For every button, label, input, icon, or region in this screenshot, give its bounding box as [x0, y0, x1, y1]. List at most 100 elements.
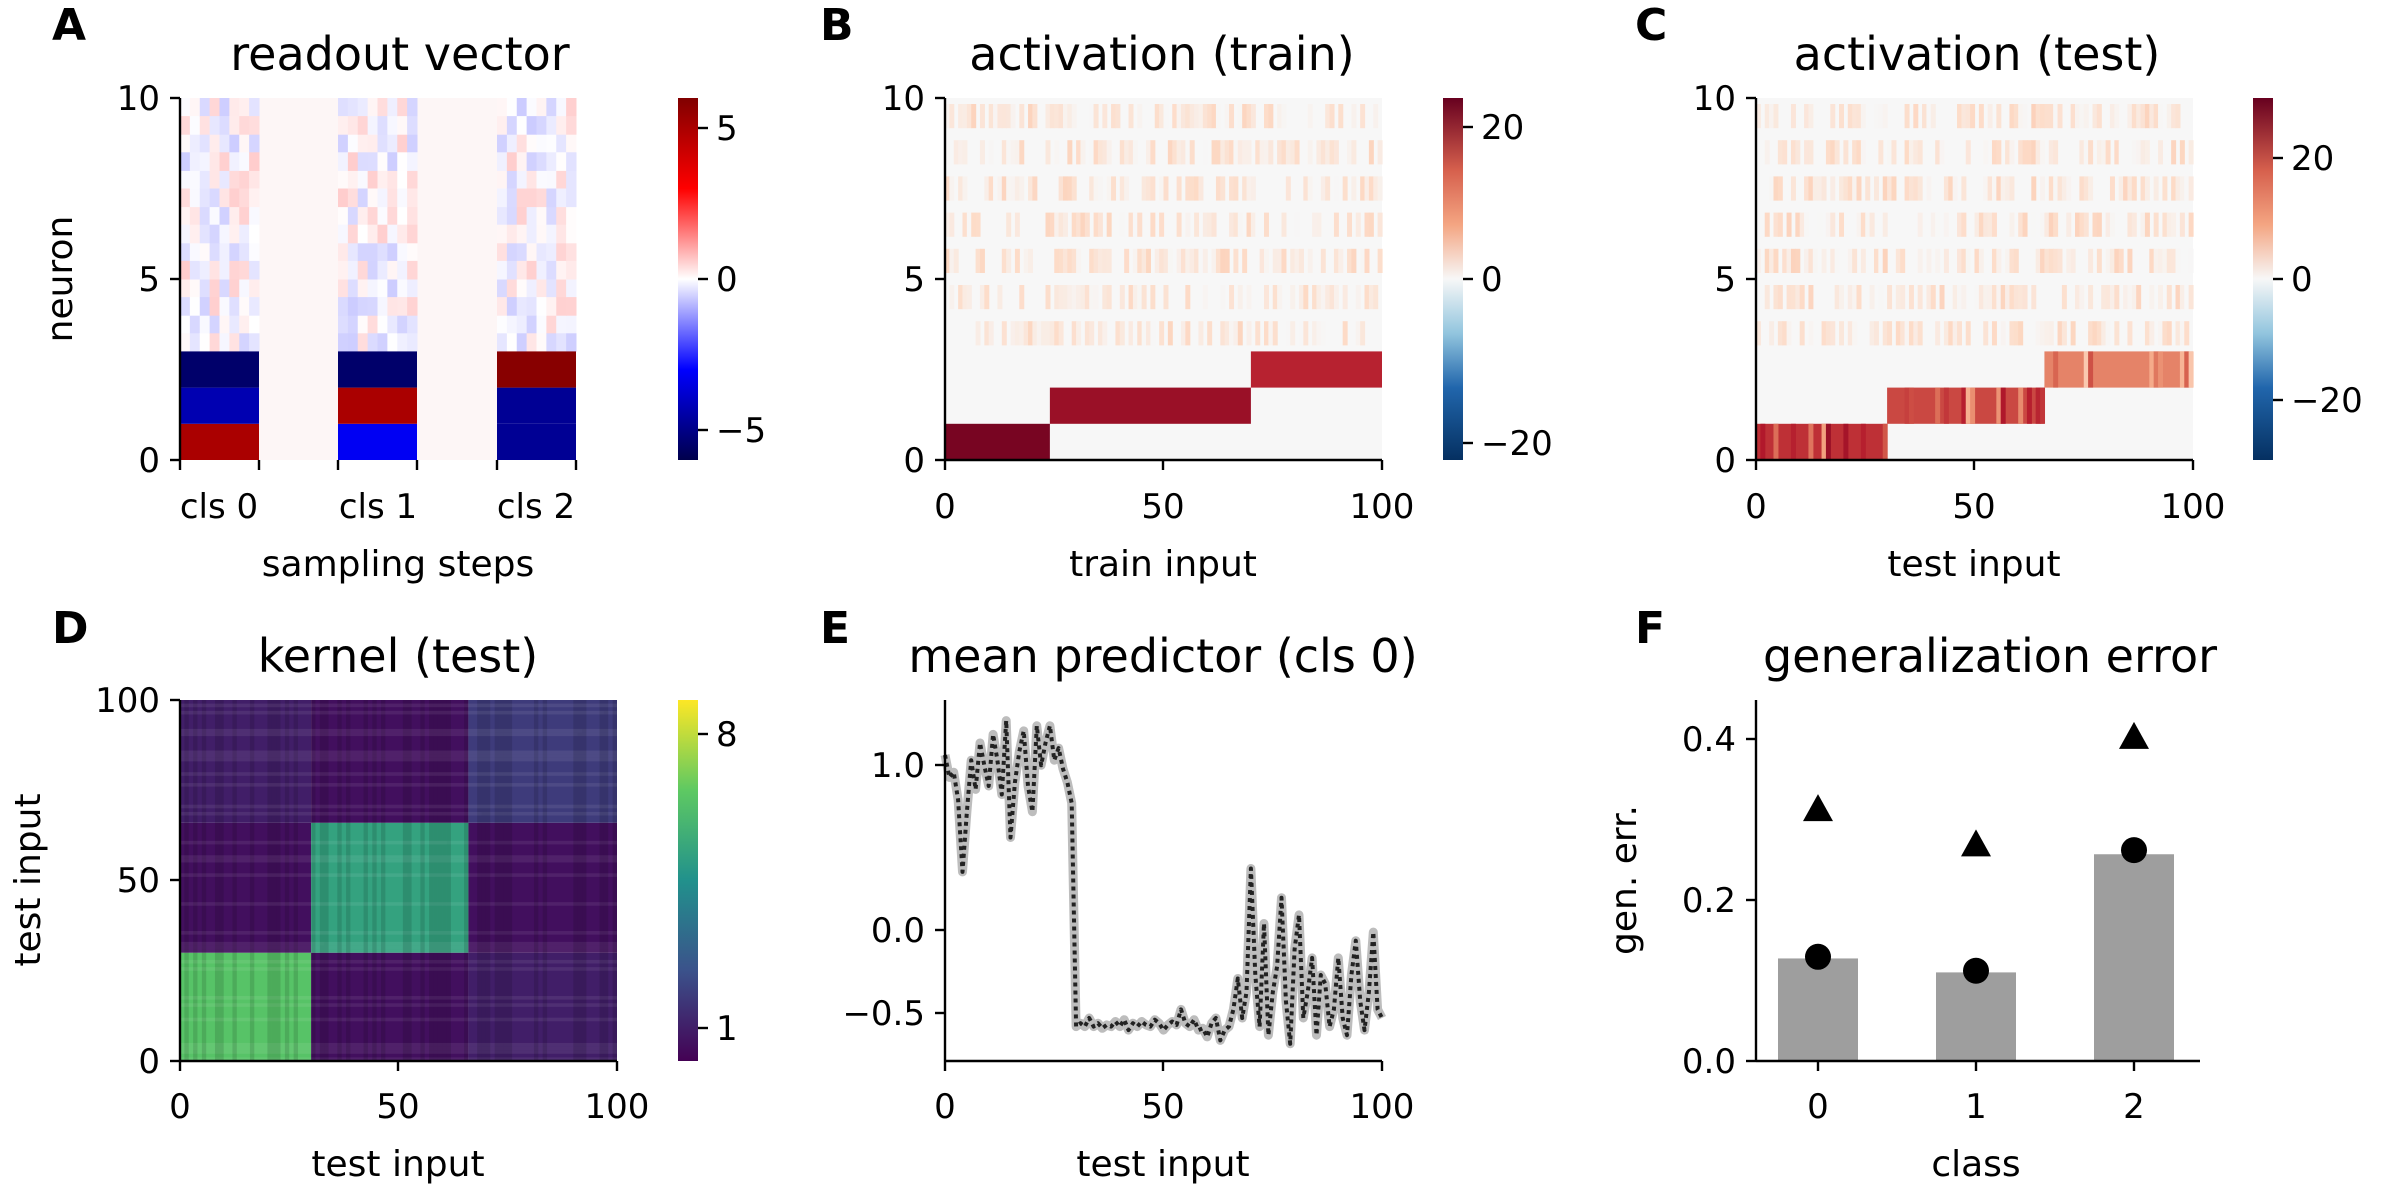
- panel-b-noise-cell: [1124, 248, 1130, 273]
- panel-d-stripe: [180, 750, 617, 755]
- panel-b-noise-cell: [1189, 176, 1195, 201]
- panel-b-noise-cell: [1172, 140, 1178, 165]
- panel-a-cells: [180, 351, 576, 460]
- panel-c-noise-cell: [1978, 104, 1984, 129]
- panel-a-yticklabel-10: 10: [117, 79, 160, 119]
- panel-a-noise-cell: [497, 98, 508, 117]
- panel-c-noise-cell: [1847, 176, 1853, 201]
- panel-c-noise-cell: [1882, 104, 1888, 129]
- panel-d-stripe: [180, 1017, 617, 1022]
- panel-c-noise-cell: [2075, 212, 2080, 237]
- panel-b-noise-cell: [979, 140, 985, 165]
- panel-e-xticklabel-50: 50: [1141, 1087, 1184, 1127]
- panel-a-noise-cell: [566, 134, 577, 153]
- panel-c-noise-cell: [1795, 248, 1801, 273]
- panel-a-noise-cell: [347, 152, 359, 171]
- panel-b-noise-cell: [988, 140, 994, 165]
- panel-c-noise-cell: [1808, 321, 1814, 346]
- panel-c-noise-cell: [1869, 321, 1875, 346]
- panel-a-noise-cell: [516, 224, 528, 244]
- panel-c-noise-cell: [1764, 104, 1770, 129]
- panel-b-noise-cell: [1111, 176, 1117, 201]
- panel-a-noise-cell: [249, 188, 260, 208]
- panel-b-noise-cell: [1224, 140, 1230, 165]
- panel-c-noise-cell: [2105, 140, 2111, 165]
- panel-b-noise-cell: [1001, 140, 1007, 165]
- panel-b-noise-cell: [1084, 321, 1090, 346]
- panel-c-noise-cell: [2109, 104, 2115, 129]
- panel-c-noise-cell: [1900, 285, 1906, 310]
- panel-c-noise-cell: [2144, 321, 2150, 346]
- panel-c-cblabel-0: 0: [2291, 260, 2313, 300]
- panel-a-noise-cell: [546, 297, 557, 316]
- panel-b-noise-cell: [1355, 321, 1361, 346]
- panel-b-noise-cell: [1185, 104, 1191, 129]
- panel-c-noise-cell: [2123, 285, 2129, 310]
- panel-b-noise-cell: [1233, 212, 1239, 237]
- panel-a-noise-cell: [407, 315, 418, 334]
- panel-d-stripe: [180, 945, 617, 950]
- panel-c-noise-cell: [1917, 248, 1923, 273]
- panel-c-block-stripe: [1965, 387, 1971, 424]
- panel-a-noise-cell: [497, 315, 508, 334]
- panel-c-noise-cell: [1961, 248, 1967, 273]
- panel-c-noise-cell: [2079, 104, 2085, 129]
- panel-b-noise-cell: [1001, 248, 1007, 273]
- panel-a-noise-cell: [526, 297, 537, 316]
- panel-b-noise-cell: [1194, 248, 1200, 273]
- panel-c-noise-cell: [1991, 248, 1997, 273]
- panel-b-noise-cell: [1307, 176, 1313, 201]
- panel-b-noise-cell: [1255, 212, 1261, 237]
- panel-b-noise-cell: [1014, 176, 1020, 201]
- panel-a-noise-cell: [180, 170, 191, 189]
- panel-b-noise-cell: [1089, 285, 1095, 310]
- panel-a-noise-cell: [347, 98, 359, 117]
- panel-c-noise-cell: [2040, 248, 2046, 273]
- panel-c-noise-cell: [1900, 248, 1906, 273]
- panel-b-noise-cell: [1045, 212, 1051, 237]
- panel-c-noise-cell: [1839, 321, 1844, 346]
- panel-a-noise-cell: [566, 170, 577, 189]
- panel-b-noise-cell: [1246, 140, 1252, 165]
- panel-a-noise-cell: [229, 98, 240, 117]
- panel-b-yticklabel-5: 5: [903, 260, 925, 300]
- panel-b-noise-cell: [971, 212, 977, 237]
- panel-b-noise-cell: [1194, 212, 1200, 237]
- panel-b-noise-cell: [984, 285, 990, 310]
- panel-c-block-stripe: [2083, 351, 2089, 388]
- panel-a-noise-cell: [199, 170, 211, 189]
- panel-b-noise-cell: [1167, 321, 1173, 346]
- panel-c-noise-cell: [2066, 248, 2072, 273]
- panel-d-stripe: [232, 700, 237, 1061]
- panel-b-block-1: [1049, 387, 1251, 424]
- panel-c-noise-cell: [2127, 212, 2133, 237]
- panel-a-noise-cell: [199, 333, 211, 352]
- panel-c-noise-cell: [2105, 212, 2111, 237]
- panel-a-noise-cell: [180, 297, 191, 316]
- panel-c-noise-cell: [1996, 285, 2002, 310]
- panel-c-xlabel: test input: [1887, 544, 2060, 585]
- panel-a-noise-cell: [347, 224, 359, 244]
- panel-a-noise-cell: [546, 224, 557, 244]
- panel-b-noise-cell: [1006, 176, 1012, 201]
- panel-c-noise-cell: [1991, 140, 1997, 165]
- panel-b-noise-cell: [1202, 104, 1208, 129]
- panel-a-noise-cell: [338, 260, 349, 280]
- panel-a-noise-cell: [387, 98, 398, 117]
- panel-b-noise-cell: [1198, 104, 1204, 129]
- panel-b-noise-cell: [1220, 176, 1226, 201]
- panel-f-triangle-0: [1803, 794, 1833, 822]
- panel-c-noise-cell: [1991, 321, 1997, 346]
- panel-a-noise-cell: [357, 152, 369, 171]
- panel-c-noise-cell: [1856, 104, 1862, 129]
- panel-b-noise-cell: [1364, 248, 1370, 273]
- panel-c-noise-cell: [2053, 176, 2059, 201]
- panel-a-noise-cell: [556, 188, 567, 208]
- panel-a-noise-cell: [189, 188, 201, 208]
- panel-a-noise-cell: [546, 116, 557, 135]
- panel-c-noise-cell: [2005, 285, 2011, 310]
- panel-a-noise-cell: [219, 260, 230, 280]
- panel-c-noise-cell: [2070, 104, 2076, 129]
- panel-a-noise-cell: [338, 333, 349, 352]
- panel-d-stripe: [433, 700, 438, 1061]
